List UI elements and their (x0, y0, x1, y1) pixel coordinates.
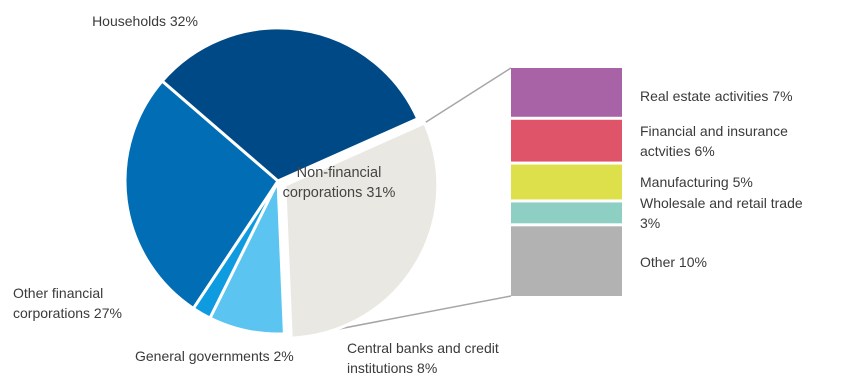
bar-segment-manufacturing (511, 164, 622, 200)
slice-non-financial-corporations (283, 121, 440, 340)
slice-label-general-governments: General governments 2% (135, 348, 294, 364)
bar-label-manufacturing: Manufacturing 5% (640, 174, 753, 190)
bar-segment-real-estate-activities (511, 68, 622, 117)
bar-label-wholesale-and-retail-trade: Wholesale and retail trade 3% (640, 195, 803, 231)
slice-label-non-financial-corporations: Non-financial corporations 31% (283, 165, 396, 201)
slice-other-financial-corporations (123, 79, 280, 310)
bar-label-financial-and-insurance-actvities: Financial and insurance actvities 6% (640, 123, 788, 159)
slice-label-other-financial-corporations: Other financial corporations 27% (13, 285, 122, 321)
chart-labels: Households 32% Non-financial corporations … (13, 13, 803, 376)
pie-slices (123, 26, 440, 340)
bar-label-real-estate-activities: Real estate activities 7% (640, 88, 793, 104)
bar-segment-financial-and-insurance-actvities (511, 119, 622, 162)
bar-label-other: Other 10% (640, 254, 707, 270)
slice-label-central-banks-and-credit-institutions: Central banks and credit institutions 8% (347, 340, 499, 376)
slice-households (160, 26, 420, 183)
bar-segment-wholesale-and-retail-trade (511, 202, 622, 224)
connector-line-top (424, 67, 512, 124)
breakdown-bar (511, 68, 622, 296)
slice-label-households: Households 32% (92, 13, 198, 29)
bar-segment-other (511, 226, 622, 296)
